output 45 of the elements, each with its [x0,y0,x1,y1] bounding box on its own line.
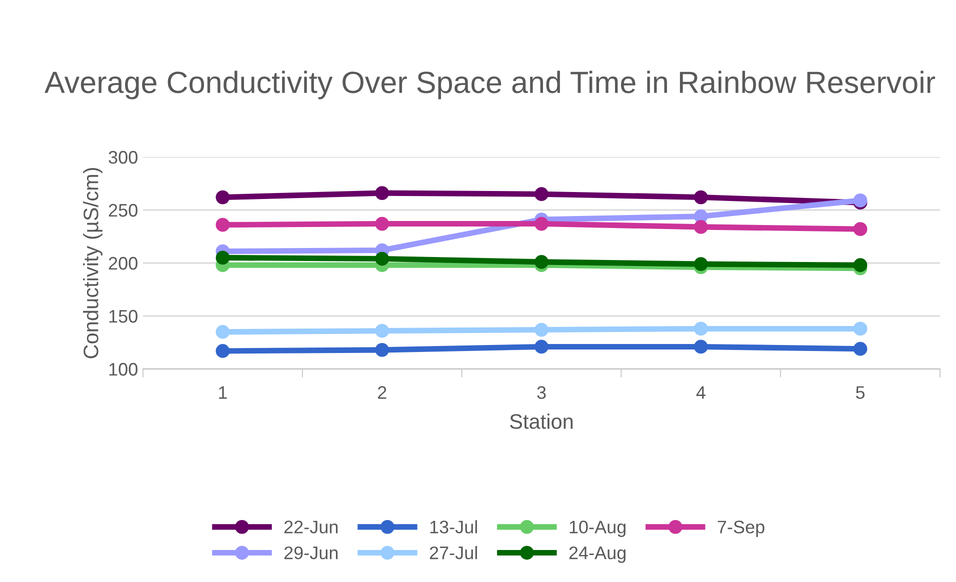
point [375,342,390,357]
legend-label: 27-Jul [430,546,477,560]
point [216,344,230,358]
point [853,194,868,208]
y-tick-label: 300 [108,150,138,164]
point [534,340,548,354]
point [853,342,868,356]
y-axis-title: Conductivity (µS/cm) [83,168,102,358]
point [853,222,868,236]
x-axis-title: Station [510,414,573,429]
point [853,322,868,336]
point [375,186,390,200]
point [534,254,548,269]
point [534,187,548,202]
point [853,258,868,272]
x-tick-label: 4 [696,386,706,399]
x-tick-label: 5 [856,386,865,399]
point [534,322,548,337]
legend-label: 24-Aug [569,546,626,563]
legend-label: 29-Jun [284,546,338,560]
y-tick-label: 250 [108,204,138,217]
point [216,190,230,204]
point [694,220,708,234]
point [694,322,708,336]
x-tick-label: 2 [378,386,386,399]
y-tick-label: 100 [109,362,138,376]
point [534,216,548,231]
point [375,252,390,266]
point [375,216,390,231]
y-tick-label: 200 [108,256,138,270]
x-tick-label: 3 [537,386,546,399]
legend-label: 13-Jul [430,520,477,534]
point [375,324,390,338]
legend-label: 10-Aug [570,520,626,537]
legend-label: 7-Sep [718,520,764,537]
chart-title: Average Conductivity Over Space and Time in Rainbow Reservoir [44,70,936,100]
x-tick-label: 1 [219,386,227,399]
point [694,257,708,272]
legend-label: 22-Jun [284,520,338,534]
point [216,324,230,339]
point [694,190,708,204]
y-tick-label: 150 [109,310,138,323]
point [694,340,708,354]
point [216,250,230,265]
point [216,218,230,232]
